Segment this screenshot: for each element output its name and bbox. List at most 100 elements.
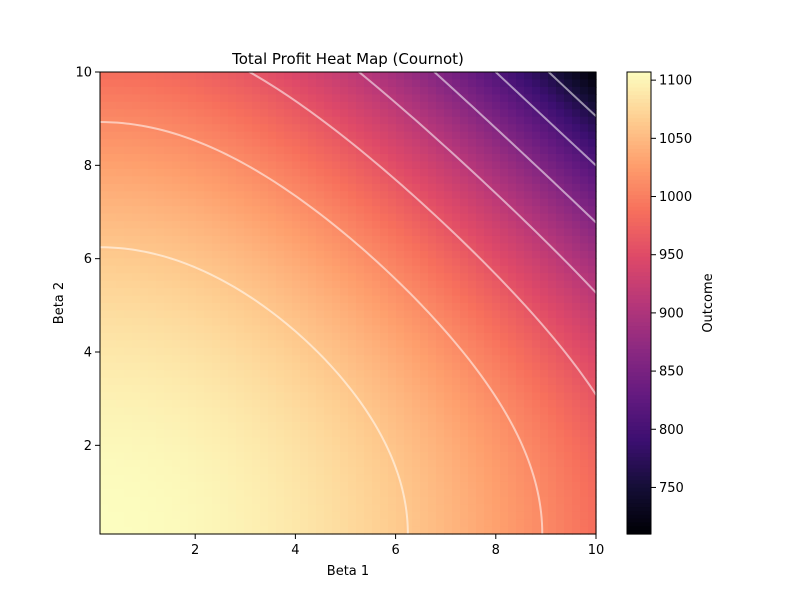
heatmap-cell [212, 519, 221, 528]
heatmap-cell [308, 116, 317, 125]
heatmap-cell [308, 452, 317, 461]
heatmap-cell [516, 459, 525, 468]
heatmap-cell [436, 414, 445, 423]
heatmap-cell [268, 459, 277, 468]
heatmap-cell [364, 407, 373, 416]
heatmap-cell [228, 86, 237, 95]
heatmap-cell [404, 191, 413, 200]
heatmap-cell [428, 116, 437, 125]
heatmap-cell [588, 444, 597, 453]
heatmap-cell [268, 191, 277, 200]
heatmap-cell [244, 280, 253, 289]
heatmap-cell [412, 429, 421, 438]
heatmap-cell [500, 444, 509, 453]
heatmap-cell [484, 526, 493, 535]
heatmap-cell [260, 280, 269, 289]
heatmap-cell [300, 191, 309, 200]
heatmap-cell [284, 384, 293, 394]
heatmap-cell [548, 399, 557, 408]
heatmap-cell [228, 228, 237, 237]
heatmap-cell [444, 250, 453, 259]
heatmap-cell [428, 347, 437, 356]
heatmap-cell [204, 310, 213, 319]
heatmap-cell [116, 273, 125, 282]
heatmap-cell [364, 362, 373, 371]
heatmap-cell [148, 459, 157, 468]
heatmap-cell [364, 325, 373, 334]
heatmap-cell [420, 235, 429, 244]
heatmap-cell [460, 399, 469, 408]
heatmap-cell [492, 384, 501, 394]
heatmap-cell [324, 109, 333, 118]
heatmap-cell [356, 235, 365, 244]
heatmap-cell [588, 459, 597, 468]
heatmap-cell [164, 377, 173, 386]
heatmap-cell [588, 303, 597, 312]
colorbar-segment [627, 179, 651, 185]
heatmap-cell [268, 474, 277, 483]
heatmap-cell [220, 466, 229, 475]
heatmap-cell [372, 392, 381, 401]
heatmap-cell [252, 519, 261, 528]
heatmap-cell [148, 206, 157, 215]
heatmap-cell [412, 235, 421, 244]
heatmap-cell [236, 452, 245, 461]
heatmap-cell [204, 422, 213, 431]
heatmap-cell [428, 422, 437, 431]
heatmap-cell [332, 347, 341, 356]
heatmap-cell [188, 362, 197, 371]
heatmap-cell [428, 273, 437, 282]
heatmap-cell [252, 198, 261, 207]
heatmap-cell [340, 474, 349, 483]
heatmap-cell [196, 370, 205, 379]
heatmap-cell [324, 310, 333, 319]
heatmap-cell [516, 407, 525, 416]
heatmap-cell [244, 303, 253, 312]
heatmap-cell [436, 153, 445, 163]
heatmap-cell [588, 474, 597, 483]
colorbar-segment [627, 314, 651, 319]
heatmap-cell [284, 265, 293, 274]
heatmap-cell [124, 258, 133, 267]
heatmap-cell [388, 116, 397, 125]
heatmap-cell [340, 139, 349, 148]
heatmap-cell [188, 265, 197, 274]
heatmap-cell [268, 101, 277, 110]
heatmap-cell [140, 511, 149, 520]
heatmap-cell [244, 168, 253, 177]
heatmap-cell [396, 429, 405, 438]
heatmap-cell [532, 370, 541, 379]
heatmap-cell [260, 384, 269, 394]
heatmap-cell [188, 437, 197, 446]
heatmap-cell [140, 489, 149, 498]
heatmap-cell [140, 429, 149, 438]
heatmap-cell [380, 347, 389, 356]
heatmap-cell [260, 213, 269, 222]
heatmap-cell [196, 429, 205, 438]
heatmap-cell [148, 444, 157, 453]
heatmap-cell [260, 139, 269, 148]
heatmap-cell [564, 273, 573, 282]
heatmap-cell [540, 79, 549, 88]
heatmap-cell [572, 72, 581, 81]
colorbar-segment [627, 418, 651, 423]
heatmap-cell [476, 317, 485, 326]
heatmap-cell [388, 325, 397, 334]
heatmap-cell [540, 511, 549, 520]
heatmap-cell [460, 504, 469, 513]
heatmap-cell [284, 206, 293, 215]
heatmap-cell [228, 94, 237, 103]
heatmap-cell [468, 526, 477, 535]
heatmap-cell [100, 191, 109, 200]
heatmap-cell [276, 437, 285, 446]
heatmap-cell [500, 161, 509, 170]
heatmap-cell [156, 288, 165, 297]
colorbar-segment [627, 364, 651, 370]
heatmap-cell [324, 362, 333, 371]
heatmap-cell [588, 377, 597, 386]
heatmap-cell [324, 146, 333, 155]
heatmap-cell [540, 452, 549, 461]
heatmap-cell [308, 370, 317, 379]
heatmap-cell [468, 355, 477, 364]
heatmap-cell [284, 407, 293, 416]
